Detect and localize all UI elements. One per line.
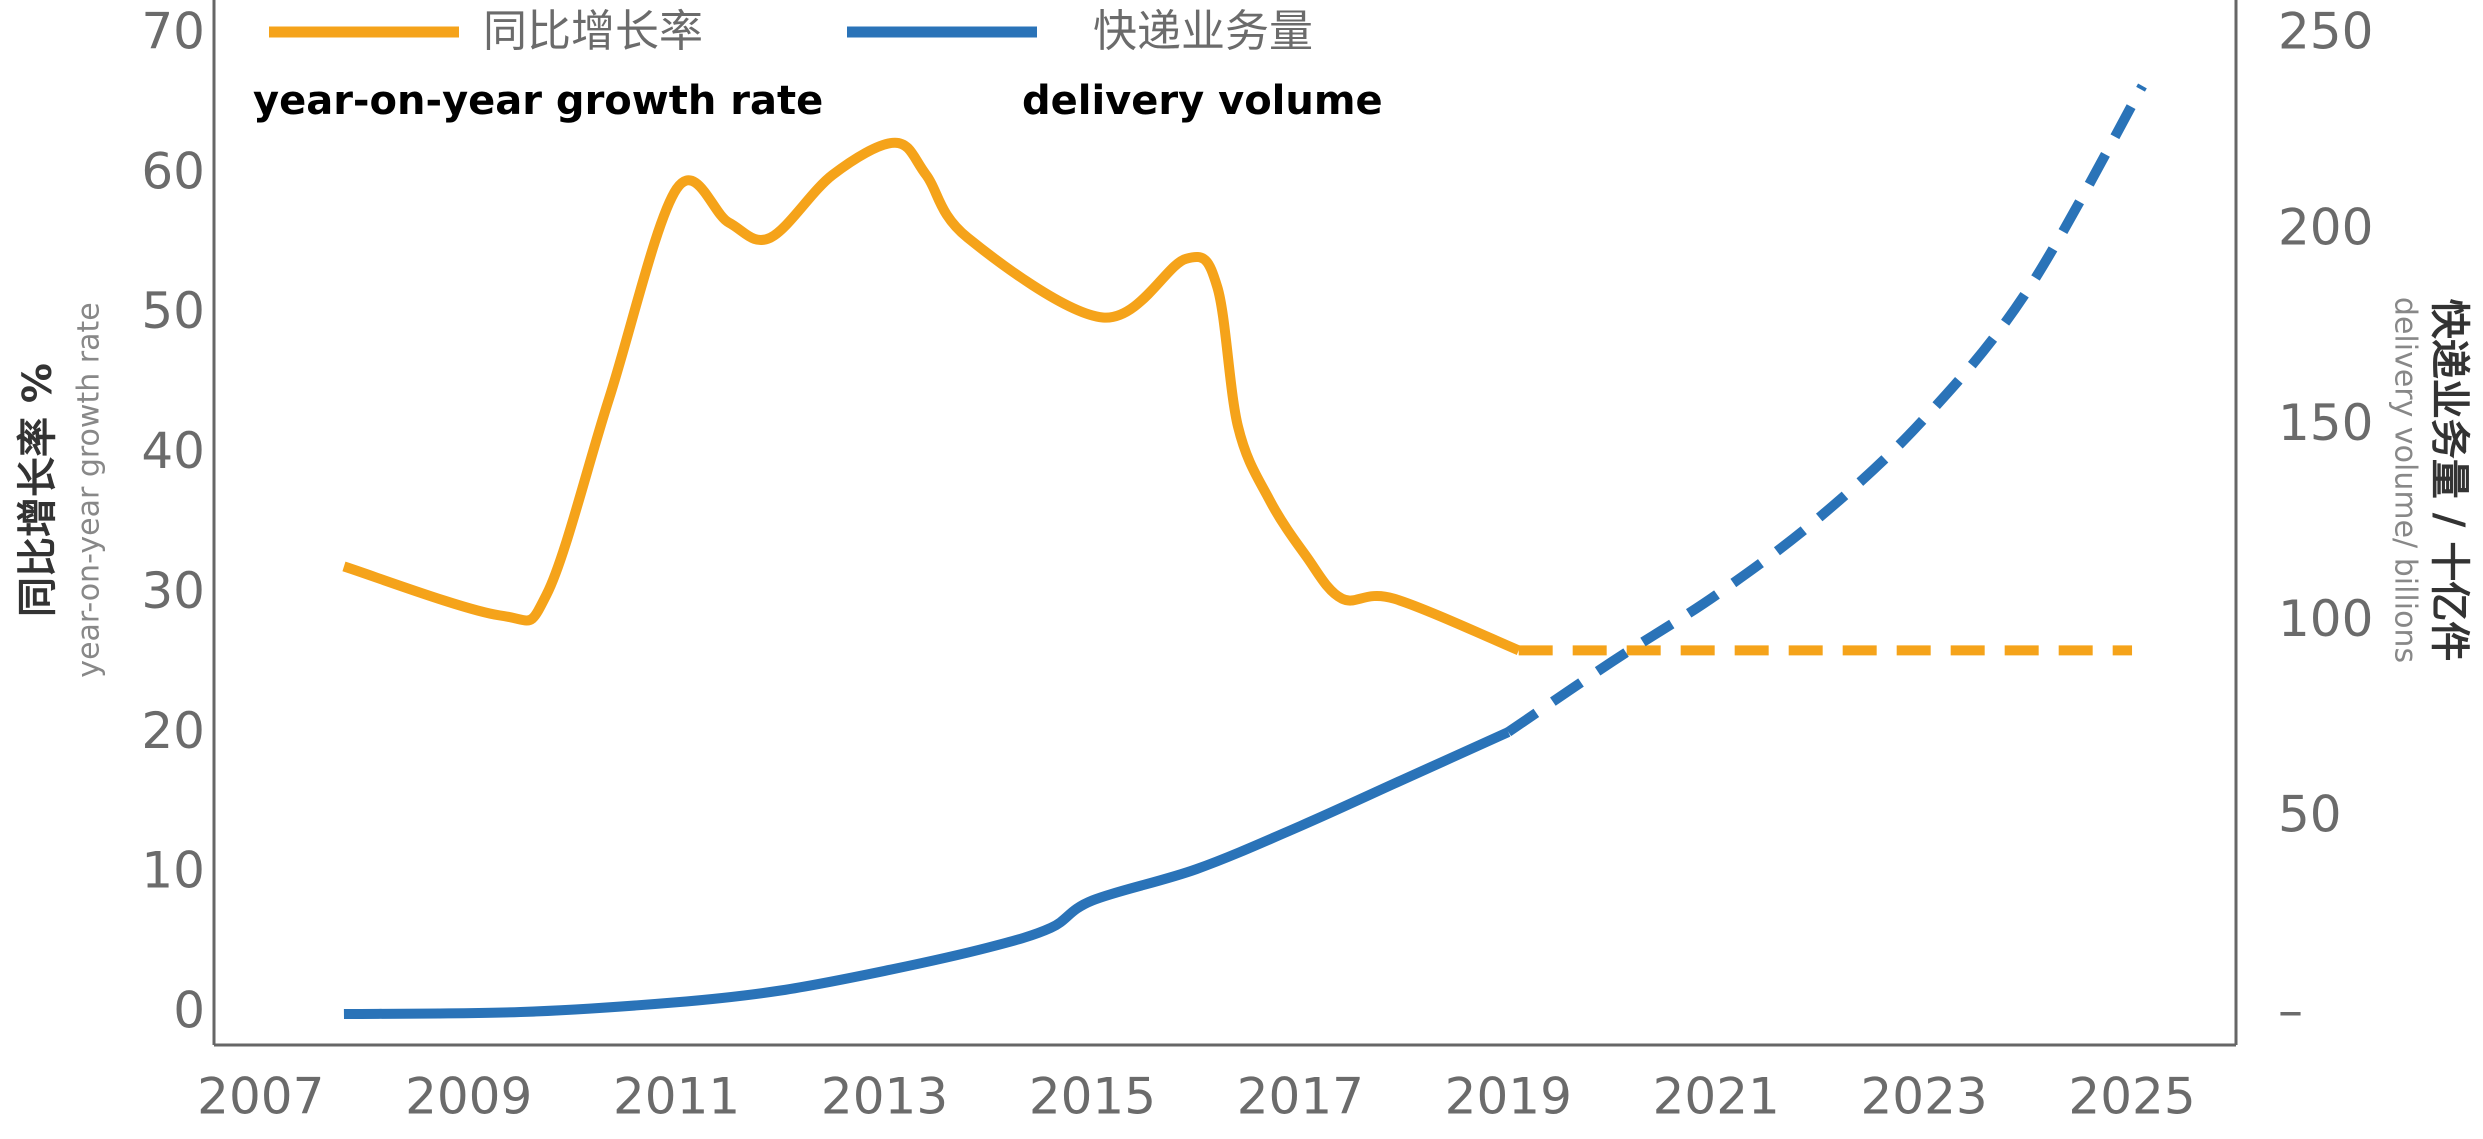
- y-tick-label: 50: [141, 282, 205, 340]
- y2-tick-label: 100: [2278, 590, 2373, 648]
- x-tick-label: 2021: [1653, 1068, 1780, 1126]
- projection-line: [1505, 83, 2147, 737]
- x-tick-label: 2015: [1029, 1068, 1156, 1126]
- x-tick-label: 2019: [1445, 1068, 1572, 1126]
- y-tick-label: 40: [141, 422, 205, 480]
- y2-tick-label: 50: [2278, 786, 2342, 844]
- legend-label: 同比增长率: [483, 6, 703, 57]
- y2-tick-label: 200: [2278, 198, 2373, 256]
- x-tick-label: 2017: [1237, 1068, 1364, 1126]
- legend-label-en: delivery volume: [1022, 78, 1383, 124]
- legend-label: 快递业务量: [1093, 6, 1313, 57]
- y-axis-title-en: year-on-year growth rate: [72, 302, 107, 677]
- x-tick-label: 2011: [613, 1068, 740, 1126]
- series-line: [343, 727, 1511, 1019]
- series-line: [342, 137, 1521, 655]
- y-tick-label: 70: [141, 3, 205, 61]
- x-tick-label: 2025: [2068, 1068, 2195, 1126]
- x-tick-label: 2013: [821, 1068, 948, 1126]
- y2-axis-title: 快递业务量 / 十亿件: [2426, 299, 2472, 661]
- y-tick-label: 60: [141, 142, 205, 200]
- y-tick-label: 10: [141, 842, 205, 900]
- x-tick-label: 2023: [1860, 1068, 1987, 1126]
- x-tick-label: 2009: [405, 1068, 532, 1126]
- x-tick-label: 2007: [197, 1068, 324, 1126]
- y-tick-label: 0: [173, 982, 205, 1040]
- y2-axis-title-en: delivery volume/ billions: [2388, 297, 2423, 663]
- legend-label-en: year-on-year growth rate: [253, 78, 823, 124]
- y-tick-label: 30: [141, 562, 205, 620]
- y-tick-label: 20: [141, 702, 205, 760]
- y2-tick-label: 250: [2278, 3, 2373, 61]
- y2-tick-label: 150: [2278, 394, 2373, 452]
- y2-tick-label: –: [2278, 982, 2303, 1040]
- y-axis-title: 同比增长率 %: [15, 363, 61, 617]
